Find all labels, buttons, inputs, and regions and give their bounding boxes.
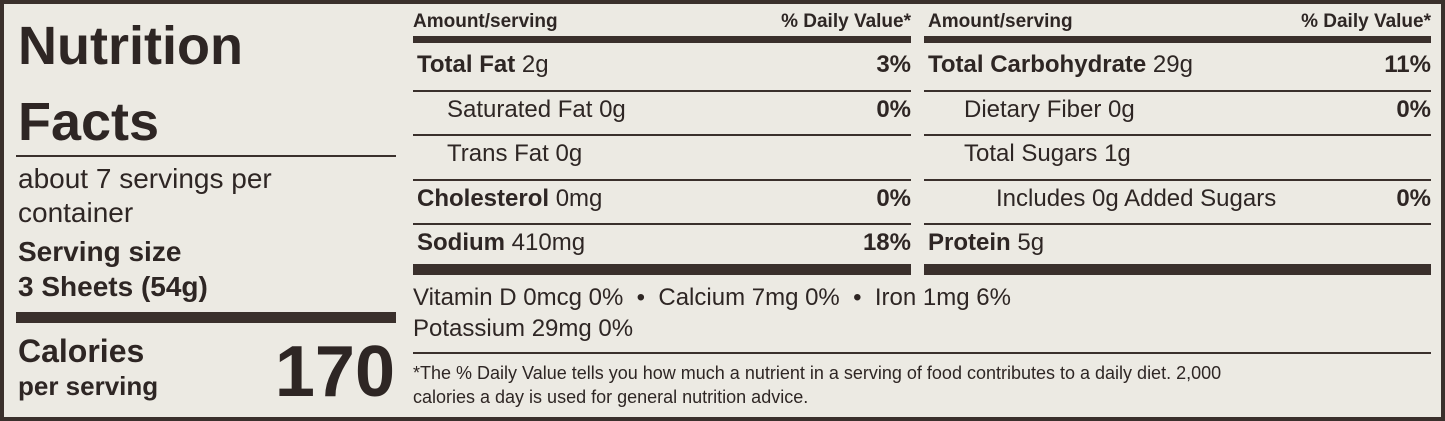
nutrient-label: Total Sugars 1g [964, 140, 1131, 167]
nutrient-name: Protein 5g [928, 226, 1044, 260]
nutrient-name: Includes 0g Added Sugars [996, 182, 1276, 216]
nutrient-label: Sodium [417, 229, 505, 256]
nutrient-name: Total Carbohydrate 29g [928, 48, 1193, 82]
serving-size-label: Serving size [18, 236, 182, 267]
nutrient-label: Total Fat [417, 51, 516, 78]
nutrient-name: Trans Fat 0g [447, 137, 582, 171]
nutrient-amount: 0mg [549, 185, 603, 212]
nutrient-daily-value: 0% [1396, 96, 1431, 123]
nutrient-label: Trans Fat 0g [447, 140, 583, 167]
nutrient-amount: 5g [1010, 229, 1045, 256]
nutrition-facts-panel: Nutrition Facts about 7 servings per con… [4, 4, 1441, 417]
nutrient-name: Cholesterol 0mg [417, 182, 602, 216]
row-divider [413, 90, 911, 92]
nutrient-name: Total Sugars 1g [964, 137, 1131, 171]
nutrient-name: Dietary Fiber 0g [964, 93, 1135, 127]
footnote-line-1: *The % Daily Value tells you how much a … [413, 363, 1222, 383]
servings-per-container-line-2: container [18, 197, 134, 228]
calories-per-serving: per serving [18, 371, 159, 401]
nutrient-amount: 29g [1146, 51, 1193, 78]
left-dv-header: % Daily Value* [781, 11, 911, 32]
row-divider [924, 134, 1431, 136]
vitamins-line-1: Vitamin D 0mcg 0% • Calcium 7mg 0% • Iro… [413, 284, 1011, 311]
calories-label: Calories [18, 333, 145, 369]
left-header-rule [413, 36, 911, 43]
nutrient-label: Includes 0g Added Sugars [996, 185, 1277, 212]
right-amount-header: Amount/serving [928, 11, 1073, 32]
nutrient-amount: 2g [515, 51, 549, 78]
calories-divider [16, 312, 396, 323]
row-divider [924, 90, 1431, 92]
servings-per-container-line-1: about 7 servings per [18, 163, 272, 194]
nutrient-name: Total Fat 2g [417, 48, 549, 82]
nutrient-daily-value: 0% [876, 185, 911, 212]
vitamins-line-2: Potassium 29mg 0% [413, 315, 634, 342]
right-dv-header: % Daily Value* [1301, 11, 1431, 32]
nutrient-label: Total Carbohydrate [928, 51, 1147, 78]
row-divider [413, 134, 911, 136]
nutrient-daily-value: 0% [876, 96, 911, 123]
nutrient-label: Dietary Fiber 0g [964, 96, 1135, 123]
right-bottom-rule [924, 264, 1431, 275]
left-amount-header: Amount/serving [413, 11, 558, 32]
nutrient-daily-value: 0% [1396, 185, 1431, 212]
title-divider [16, 155, 396, 157]
serving-size-value: 3 Sheets (54g) [18, 271, 208, 302]
right-header-rule [924, 36, 1431, 43]
nutrient-name: Saturated Fat 0g [447, 93, 626, 127]
title-line-2: Facts [18, 92, 160, 152]
calories-value: 170 [274, 332, 395, 412]
title-line-1: Nutrition [18, 16, 243, 76]
row-divider [413, 223, 911, 225]
row-divider [924, 223, 1431, 225]
footnote-line-2: calories a day is used for general nutri… [413, 387, 809, 407]
nutrient-daily-value: 18% [862, 229, 911, 256]
footnote-divider [413, 352, 1431, 354]
nutrient-label: Cholesterol [417, 185, 550, 212]
nutrient-amount: 410mg [505, 229, 586, 256]
nutrient-daily-value: 11% [1384, 51, 1431, 78]
row-divider [924, 179, 1431, 181]
row-divider [413, 179, 911, 181]
nutrient-label: Saturated Fat 0g [447, 96, 626, 123]
nutrient-name: Sodium 410mg [417, 226, 585, 260]
nutrient-daily-value: 3% [876, 51, 911, 78]
nutrient-label: Protein [928, 229, 1011, 256]
left-bottom-rule [413, 264, 911, 275]
